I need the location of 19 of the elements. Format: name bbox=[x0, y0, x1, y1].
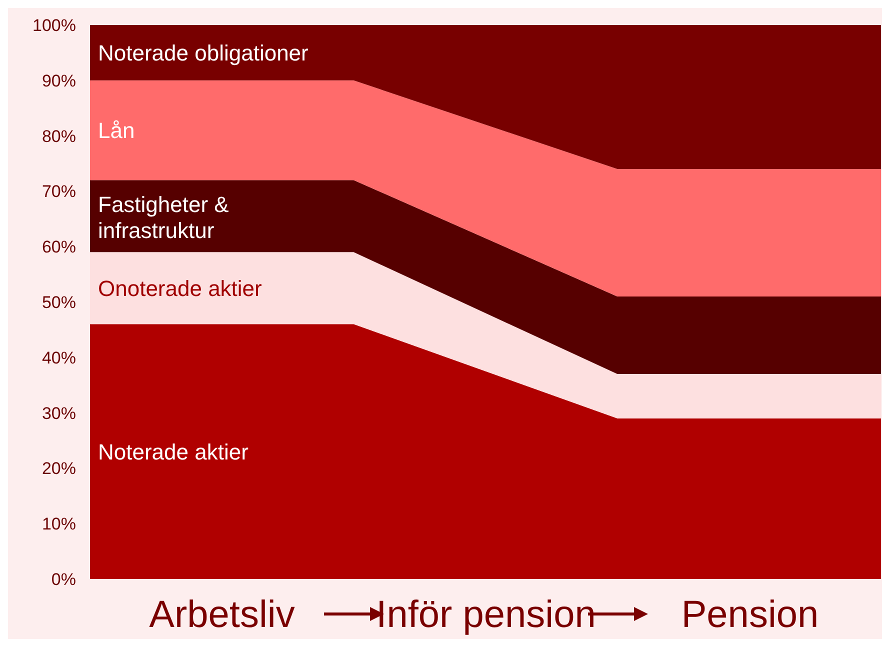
text: Inför pension bbox=[376, 594, 596, 636]
y-tick-label: 50% bbox=[42, 292, 76, 312]
series-label: Noterade aktier bbox=[98, 439, 248, 464]
text: Arbetsliv bbox=[149, 594, 295, 636]
y-tick-label: 90% bbox=[42, 71, 76, 90]
y-tick-label: 10% bbox=[42, 514, 76, 534]
y-tick-label: 0% bbox=[51, 570, 76, 589]
series-label: Noterade obligationer bbox=[98, 40, 308, 66]
y-tick-label: 70% bbox=[42, 182, 76, 202]
y-tick-label: 30% bbox=[42, 404, 76, 423]
text: Pension bbox=[681, 594, 819, 636]
y-tick-label: 40% bbox=[42, 348, 76, 368]
series-label: Fastigheter & infrastruktur bbox=[98, 192, 230, 243]
y-tick-label: 60% bbox=[42, 238, 76, 257]
y-tick-label: 100% bbox=[32, 16, 76, 35]
series-label: Lån bbox=[98, 118, 135, 143]
y-tick-label: 20% bbox=[42, 459, 76, 478]
series-label: Onoterade aktier bbox=[98, 276, 262, 301]
y-tick-label: 80% bbox=[42, 126, 76, 146]
